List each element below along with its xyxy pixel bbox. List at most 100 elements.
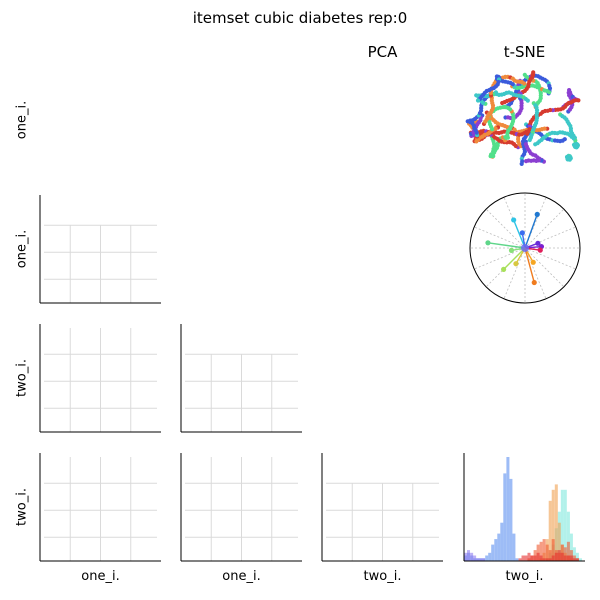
polar-center — [521, 244, 529, 252]
histogram-bar — [488, 552, 492, 561]
histogram-bar — [548, 500, 552, 561]
histogram-bar — [494, 539, 498, 561]
polar-gridline — [524, 247, 576, 270]
histogram-bar — [476, 558, 480, 561]
tsne-panel — [465, 70, 581, 166]
scatter-panel — [39, 453, 161, 562]
histogram-bar — [566, 541, 570, 561]
loading-spoke — [524, 214, 538, 249]
histogram-bar — [533, 555, 537, 561]
polar-gridline — [524, 208, 565, 249]
tsne-point — [571, 142, 577, 147]
histogram-bar — [518, 558, 522, 561]
polar-gridline — [503, 247, 526, 299]
polar-gridline — [524, 247, 547, 299]
loading-point — [530, 259, 536, 265]
histogram-bar — [569, 533, 573, 561]
histogram-bar — [506, 457, 510, 561]
loading-point — [537, 247, 543, 253]
column-label: two_i. — [505, 569, 544, 584]
histogram-bar — [575, 552, 579, 561]
loading-point — [535, 240, 541, 246]
histogram-bar — [566, 555, 570, 561]
histogram-bar — [479, 558, 483, 561]
loading-spoke — [513, 219, 526, 249]
polar-loadings-panel — [469, 192, 581, 304]
histogram-bar — [551, 539, 555, 561]
histogram-bar — [554, 552, 558, 561]
histogram-bar — [563, 547, 567, 561]
polar-gridline — [524, 247, 565, 288]
tsne-point — [524, 159, 529, 164]
loading-spoke — [524, 247, 535, 283]
histogram-bar — [512, 533, 516, 561]
tsne-point — [490, 127, 495, 132]
scatter-panel — [180, 453, 302, 562]
histogram-panel — [463, 453, 585, 562]
histogram-bar — [551, 555, 555, 561]
tsne-point — [519, 161, 524, 166]
polar-gridline — [485, 208, 526, 249]
tsne-point — [522, 72, 527, 77]
loading-point — [501, 266, 507, 272]
loading-point — [519, 230, 525, 236]
histogram-bar — [536, 552, 540, 561]
loading-point — [511, 217, 517, 223]
figure-title: itemset cubic diabetes rep:0 — [192, 9, 408, 27]
column-label: one_i. — [222, 569, 261, 584]
histogram-bar — [551, 489, 555, 561]
histogram-bar — [545, 558, 549, 561]
column-header-tsne: t-SNE — [503, 43, 546, 61]
row-label: two_i. — [14, 488, 30, 526]
histogram-bar — [509, 478, 513, 561]
histogram-bar — [572, 558, 576, 561]
histogram-bar — [473, 555, 477, 561]
histogram-bar — [542, 539, 546, 561]
polar-gridline — [474, 247, 526, 270]
histogram-bar — [482, 558, 486, 561]
histogram-bar — [515, 558, 519, 561]
tsne-point — [525, 98, 530, 103]
histogram-bar — [503, 473, 507, 561]
tsne-point — [527, 137, 532, 143]
tsne-point — [475, 98, 481, 103]
histogram-bar — [557, 522, 561, 561]
histogram-bar — [569, 555, 573, 561]
loading-point — [508, 247, 515, 253]
loading-spoke — [503, 247, 526, 270]
histogram-bar — [530, 555, 534, 561]
tsne-point — [547, 90, 552, 95]
histogram-bar — [500, 522, 504, 561]
tsne-point — [533, 142, 538, 147]
histogram-bar — [485, 555, 489, 561]
tsne-point — [525, 131, 530, 136]
polar-gridline — [474, 226, 526, 249]
histogram-bar — [563, 555, 567, 561]
loading-spoke — [487, 242, 526, 249]
histogram-bar — [467, 550, 471, 561]
row-label: two_i. — [14, 359, 30, 397]
tsne-point — [568, 156, 573, 161]
column-header-pca: PCA — [367, 43, 398, 61]
histogram-bar — [563, 489, 567, 561]
histogram-bar — [560, 552, 564, 561]
tsne-point — [500, 100, 505, 106]
histogram-bar — [545, 544, 549, 561]
histogram-bar — [560, 489, 564, 561]
histogram-bar — [542, 558, 546, 561]
histogram-bar — [572, 555, 576, 561]
histogram-bar — [491, 544, 495, 561]
histogram-bar — [539, 541, 543, 561]
histogram-bar — [548, 550, 552, 561]
histogram-bar — [566, 511, 570, 561]
column-label: one_i. — [81, 569, 120, 584]
row-label: one_i. — [14, 100, 30, 140]
histogram-bar — [572, 547, 576, 561]
histogram-bar — [557, 550, 561, 561]
scatter-panel — [321, 453, 443, 562]
histogram-bar — [548, 558, 552, 561]
row-label: one_i. — [14, 229, 30, 269]
scatter-panel — [180, 324, 302, 433]
histogram-bar — [575, 558, 579, 561]
